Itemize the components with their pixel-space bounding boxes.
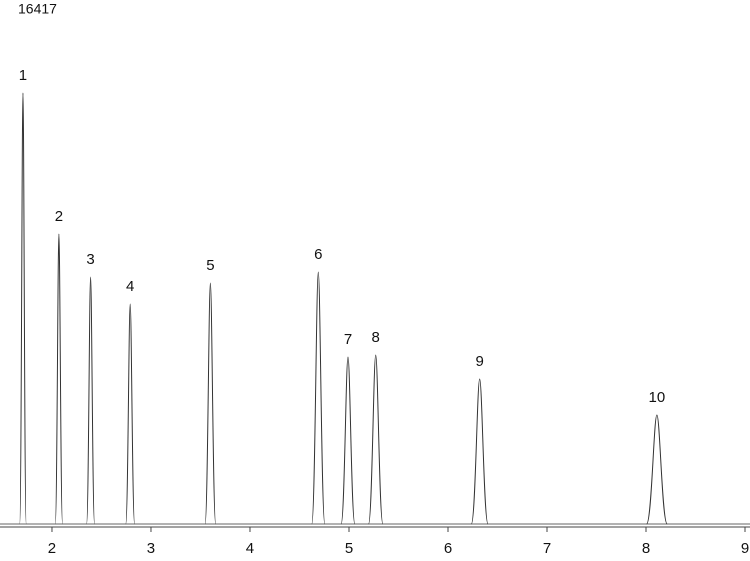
x-tick-label: 5	[345, 540, 353, 557]
peak	[646, 414, 668, 525]
peak-label: 4	[126, 278, 134, 295]
peak	[368, 354, 384, 525]
peak-label: 7	[344, 331, 352, 348]
peak-label: 10	[649, 389, 666, 406]
peak-label: 8	[372, 329, 380, 346]
peak	[86, 276, 96, 525]
peak-label: 5	[206, 257, 214, 274]
y-max-label: 16417	[18, 1, 57, 17]
peak	[19, 92, 27, 525]
x-tick-label: 7	[543, 540, 551, 557]
peak	[125, 303, 136, 525]
x-tick-label: 4	[246, 540, 254, 557]
peak	[54, 233, 64, 525]
peak	[470, 378, 489, 525]
x-tick-label: 6	[444, 540, 452, 557]
peak-label: 6	[314, 246, 322, 263]
x-tick-label: 2	[48, 540, 56, 557]
x-tick-label: 8	[642, 540, 650, 557]
peak	[340, 356, 356, 525]
peak-label: 3	[86, 251, 94, 268]
peak-label: 9	[475, 353, 483, 370]
x-tick-label: 9	[741, 540, 749, 557]
x-tick-label: 3	[147, 540, 155, 557]
peak-label: 2	[55, 208, 63, 225]
peak	[204, 282, 217, 525]
peak-label: 1	[19, 67, 27, 84]
peak	[311, 271, 326, 525]
